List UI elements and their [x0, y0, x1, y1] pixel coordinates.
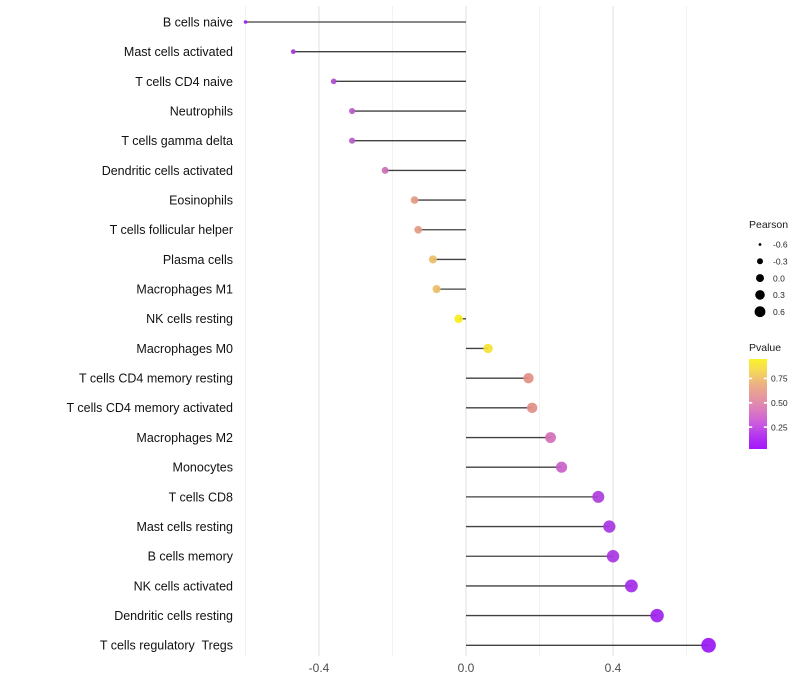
size-legend-dot	[755, 290, 765, 300]
size-legend-dot	[756, 274, 764, 283]
lollipop-row: Macrophages M1	[136, 283, 466, 297]
pvalue-colorbar	[749, 359, 767, 449]
size-legend-dot	[754, 306, 766, 318]
x-tick-label: -0.4	[309, 661, 330, 675]
colorbar-tick-label: 0.25	[771, 422, 788, 432]
lollipop-row: T cells CD4 naive	[135, 75, 466, 89]
lollipop-row: Dendritic cells resting	[114, 608, 664, 623]
category-label: Macrophages M0	[136, 342, 233, 356]
lollipop-row: Eosinophils	[169, 193, 466, 207]
category-label: T cells gamma delta	[121, 134, 233, 148]
category-label: Mast cells resting	[136, 520, 233, 534]
size-legend-title: Pearson	[749, 219, 789, 231]
category-label: NK cells activated	[134, 579, 233, 593]
category-label: Macrophages M2	[136, 431, 233, 445]
category-label: B cells memory	[148, 550, 234, 564]
colorbar-tick-label: 0.50	[771, 398, 788, 408]
data-point-dot	[330, 78, 337, 85]
data-point-dot	[606, 550, 620, 563]
category-label: Dendritic cells resting	[114, 609, 233, 623]
data-point-dot	[624, 579, 638, 593]
lollipop-row: Macrophages M2	[136, 431, 556, 445]
data-point-dot	[410, 196, 419, 204]
category-label: NK cells resting	[146, 312, 233, 326]
lollipop-row: Neutrophils	[170, 104, 466, 118]
category-label: B cells naive	[163, 15, 233, 29]
data-point-dot	[650, 608, 664, 623]
data-point-dot	[243, 20, 248, 24]
lollipop-row: Monocytes	[173, 461, 568, 475]
lollipop-row: T cells CD4 memory resting	[79, 372, 534, 386]
data-point-dot	[592, 490, 605, 503]
size-legend-label: -0.6	[773, 240, 788, 250]
lollipop-row: Macrophages M0	[136, 342, 493, 356]
category-label: Eosinophils	[169, 193, 233, 207]
data-point-dot	[555, 461, 568, 473]
data-point-dot	[381, 166, 389, 174]
lollipop-row: T cells CD8	[169, 490, 605, 504]
lollipop-row: B cells memory	[148, 550, 620, 564]
category-label: Monocytes	[173, 461, 233, 475]
lollipop-row: T cells follicular helper	[110, 223, 466, 237]
category-label: T cells CD8	[169, 490, 233, 504]
size-legend-label: 0.3	[773, 290, 785, 300]
lollipop-row: Dendritic cells activated	[102, 164, 466, 178]
lollipop-row: Mast cells resting	[136, 520, 616, 534]
category-label: Dendritic cells activated	[102, 164, 233, 178]
category-label: T cells regulatory Tregs	[100, 639, 233, 653]
data-point-dot	[545, 432, 556, 443]
lollipop-row: NK cells activated	[134, 579, 638, 593]
data-point-dot	[290, 49, 296, 55]
data-point-dot	[414, 225, 423, 234]
data-point-dot	[701, 637, 716, 653]
data-point-dot	[432, 285, 441, 294]
lollipop-row: NK cells resting	[146, 312, 466, 326]
data-point-dot	[348, 107, 356, 115]
data-point-dot	[526, 402, 538, 414]
size-legend-dot	[757, 258, 763, 265]
data-point-dot	[483, 343, 493, 354]
lollipop-row: Mast cells activated	[124, 45, 466, 59]
size-legend-dot	[758, 243, 762, 246]
size-legend-label: 0.0	[773, 273, 785, 283]
category-label: T cells CD4 memory activated	[67, 401, 234, 415]
data-point-dot	[454, 314, 464, 324]
lollipop-row: Plasma cells	[163, 253, 466, 267]
colorbar-tick-label: 0.75	[771, 374, 788, 384]
size-legend-label: 0.6	[773, 307, 785, 317]
lollipop-row: T cells CD4 memory activated	[67, 401, 538, 415]
color-legend-title: Pvalue	[749, 342, 782, 354]
data-point-dot	[523, 372, 534, 384]
data-point-dot	[603, 520, 616, 533]
lollipop-row: B cells naive	[163, 15, 466, 29]
category-label: T cells CD4 naive	[135, 75, 233, 89]
data-point-dot	[348, 137, 356, 144]
lollipop-row: T cells gamma delta	[121, 134, 466, 148]
category-label: T cells follicular helper	[110, 223, 233, 237]
data-point-dot	[428, 255, 437, 264]
lollipop-row: T cells regulatory Tregs	[100, 637, 716, 653]
category-label: Macrophages M1	[136, 283, 233, 297]
category-label: T cells CD4 memory resting	[79, 372, 233, 386]
size-legend-label: -0.3	[773, 257, 788, 267]
category-label: Plasma cells	[163, 253, 233, 267]
x-tick-label: 0.0	[458, 661, 475, 675]
x-tick-label: 0.4	[605, 661, 622, 675]
category-label: Mast cells activated	[124, 45, 233, 59]
category-label: Neutrophils	[170, 104, 233, 118]
